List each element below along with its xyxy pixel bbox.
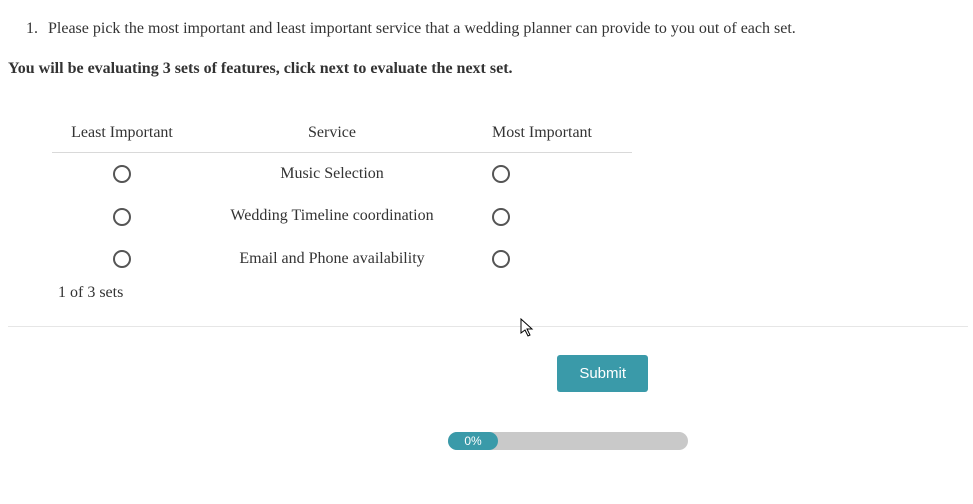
cursor-icon xyxy=(520,318,536,338)
progress-percent: 0% xyxy=(448,432,498,450)
question-text: 1. Please pick the most important and le… xyxy=(8,20,965,38)
progress-bar: 0% xyxy=(448,432,688,450)
radio-most-1[interactable] xyxy=(492,208,510,226)
table-row: Wedding Timeline coordination xyxy=(52,195,632,237)
header-most: Most Important xyxy=(472,118,632,153)
service-label: Wedding Timeline coordination xyxy=(192,195,472,237)
maxdiff-table: Least Important Service Most Important M… xyxy=(52,118,632,280)
question-number: 1. xyxy=(26,20,38,37)
set-counter: 1 of 3 sets xyxy=(52,280,648,312)
instruction-text: You will be evaluating 3 sets of feature… xyxy=(8,60,965,78)
maxdiff-grid: Least Important Service Most Important M… xyxy=(8,118,648,312)
radio-most-2[interactable] xyxy=(492,250,510,268)
service-label: Email and Phone availability xyxy=(192,238,472,280)
radio-least-2[interactable] xyxy=(113,250,131,268)
table-row: Music Selection xyxy=(52,153,632,196)
header-least: Least Important xyxy=(52,118,192,153)
radio-most-0[interactable] xyxy=(492,165,510,183)
progress-bar-area: 0% xyxy=(8,432,965,450)
service-label: Music Selection xyxy=(192,153,472,196)
radio-least-1[interactable] xyxy=(113,208,131,226)
question-body: Please pick the most important and least… xyxy=(48,20,796,37)
submit-button[interactable]: Submit xyxy=(557,355,648,392)
table-row: Email and Phone availability xyxy=(52,238,632,280)
radio-least-0[interactable] xyxy=(113,165,131,183)
section-divider xyxy=(8,326,968,327)
header-service: Service xyxy=(192,118,472,153)
